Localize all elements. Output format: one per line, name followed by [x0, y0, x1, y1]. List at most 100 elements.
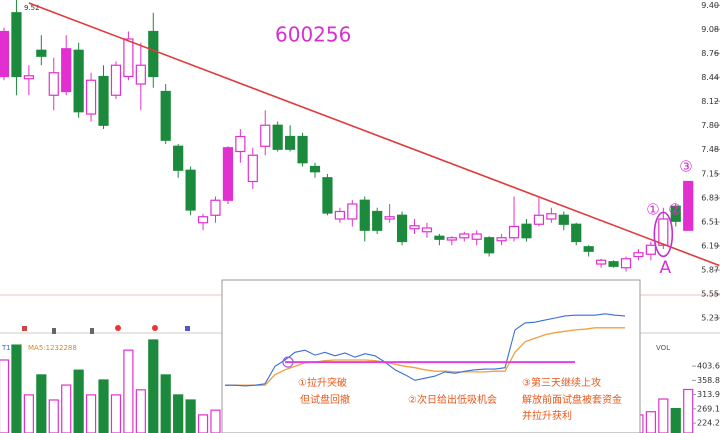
inset-note: 但试盘回撤: [300, 393, 350, 406]
candle-body: [484, 237, 495, 254]
y2-tick-label: 358.82: [697, 376, 720, 385]
y-tick-label: 5.55: [701, 290, 719, 299]
y-tick-label: 8.44: [701, 73, 719, 82]
highlight-ellipse: [653, 211, 674, 258]
y-tick-label: 7.15: [701, 170, 719, 179]
volume-bar: [61, 384, 72, 433]
inset-note: 并拉升获利: [522, 409, 572, 422]
y2-tick-label: 403.67: [697, 362, 720, 371]
candle-body: [197, 216, 209, 224]
candle-body: [285, 135, 296, 150]
candle-body: [658, 218, 669, 246]
icon: [52, 328, 56, 334]
candle-body: [670, 205, 681, 222]
volume-bar: [0, 359, 10, 433]
candle-body: [98, 75, 109, 126]
candle-body: [123, 38, 134, 78]
icon: [185, 326, 190, 331]
candle-body: [347, 203, 358, 220]
candle-body: [645, 244, 656, 255]
annotations: A ① ② ③: [646, 158, 692, 279]
marker-label: A: [659, 258, 671, 278]
candle-body: [61, 48, 72, 93]
candle-body: [260, 124, 271, 147]
volume-axis-label: VOL: [656, 344, 670, 352]
volume-bar: [185, 399, 196, 433]
candle-body: [48, 72, 59, 96]
volume-bar: [73, 369, 84, 433]
candle-body: [297, 135, 308, 164]
candle-body: [173, 145, 184, 171]
candle-body: [247, 154, 258, 183]
candle-body: [135, 64, 146, 85]
volume-bar: [148, 339, 159, 433]
y2-tick-label: 269.12: [697, 404, 720, 413]
candle-body: [471, 233, 482, 240]
y-tick-label: 9.08: [701, 25, 719, 34]
candle-body: [571, 223, 582, 243]
candle-body: [620, 258, 632, 269]
y-tick-label: 5.87: [701, 266, 719, 275]
candle-body: [521, 223, 532, 239]
icon: [115, 325, 121, 331]
candle-body: [160, 90, 171, 141]
candle-body: [23, 75, 34, 80]
volume-bar: [160, 374, 171, 433]
volume-bar: [11, 344, 22, 433]
candle-body: [334, 210, 345, 220]
icon: [152, 325, 158, 331]
candle-body: [446, 237, 457, 241]
candle-body: [73, 49, 84, 113]
candle-body: [309, 165, 321, 173]
y-tick-label: 6.19: [701, 242, 719, 251]
inset-note: ②次日给出低吸机会: [408, 393, 497, 406]
inset-note: ③第三天继续上攻: [522, 376, 601, 389]
candle-body: [210, 199, 221, 216]
trend-line: [28, 2, 720, 267]
volume-bar: [135, 389, 146, 433]
candle-body: [496, 237, 507, 242]
candle-body: [683, 180, 694, 231]
candle-body: [596, 259, 607, 265]
candle-body: [85, 79, 97, 115]
volume-bar: [48, 399, 59, 433]
high-label: 9.52: [24, 4, 40, 12]
y-tick-label: 7.48: [701, 145, 719, 154]
y-tick-label: 5.23: [701, 314, 719, 323]
candle-body: [272, 124, 283, 150]
y-tick-label: 8.76: [701, 49, 719, 58]
inset-price-line: [225, 313, 626, 387]
candle-body: [633, 252, 644, 258]
inset-note: 解放前面试盘被套资金: [522, 393, 622, 406]
candle-body: [11, 12, 22, 78]
y-tick-label: 8.12: [701, 97, 719, 106]
toolbar-icons: [22, 325, 190, 334]
candle-body: [558, 214, 569, 225]
candle-body: [409, 225, 420, 230]
y-tick-label: 9.40: [701, 1, 719, 10]
volume-bar: [670, 407, 681, 433]
y2-tick-label: 224.26: [697, 419, 720, 428]
candle-body: [396, 214, 408, 243]
candle-body: [508, 225, 520, 239]
candle-body: [459, 233, 470, 239]
candle-body: [583, 246, 594, 252]
icon: [22, 326, 27, 331]
level-circle: [282, 356, 294, 368]
y-tick-label: 6.51: [701, 218, 719, 227]
candle-body: [359, 199, 370, 231]
inset-avg-line: [225, 327, 625, 386]
y-tick-label: 7.80: [701, 121, 719, 130]
y-tick-label: 6.83: [701, 194, 719, 203]
candle-body: [533, 214, 545, 225]
candle-body: [322, 177, 333, 214]
y2-tick-label: 313.96: [697, 390, 720, 399]
step-label: ①: [646, 201, 659, 219]
step-label: ②: [668, 201, 681, 219]
candle-body: [0, 30, 10, 78]
candle-body: [36, 49, 47, 57]
volume-bar: [645, 411, 656, 433]
candle-body: [222, 147, 234, 201]
